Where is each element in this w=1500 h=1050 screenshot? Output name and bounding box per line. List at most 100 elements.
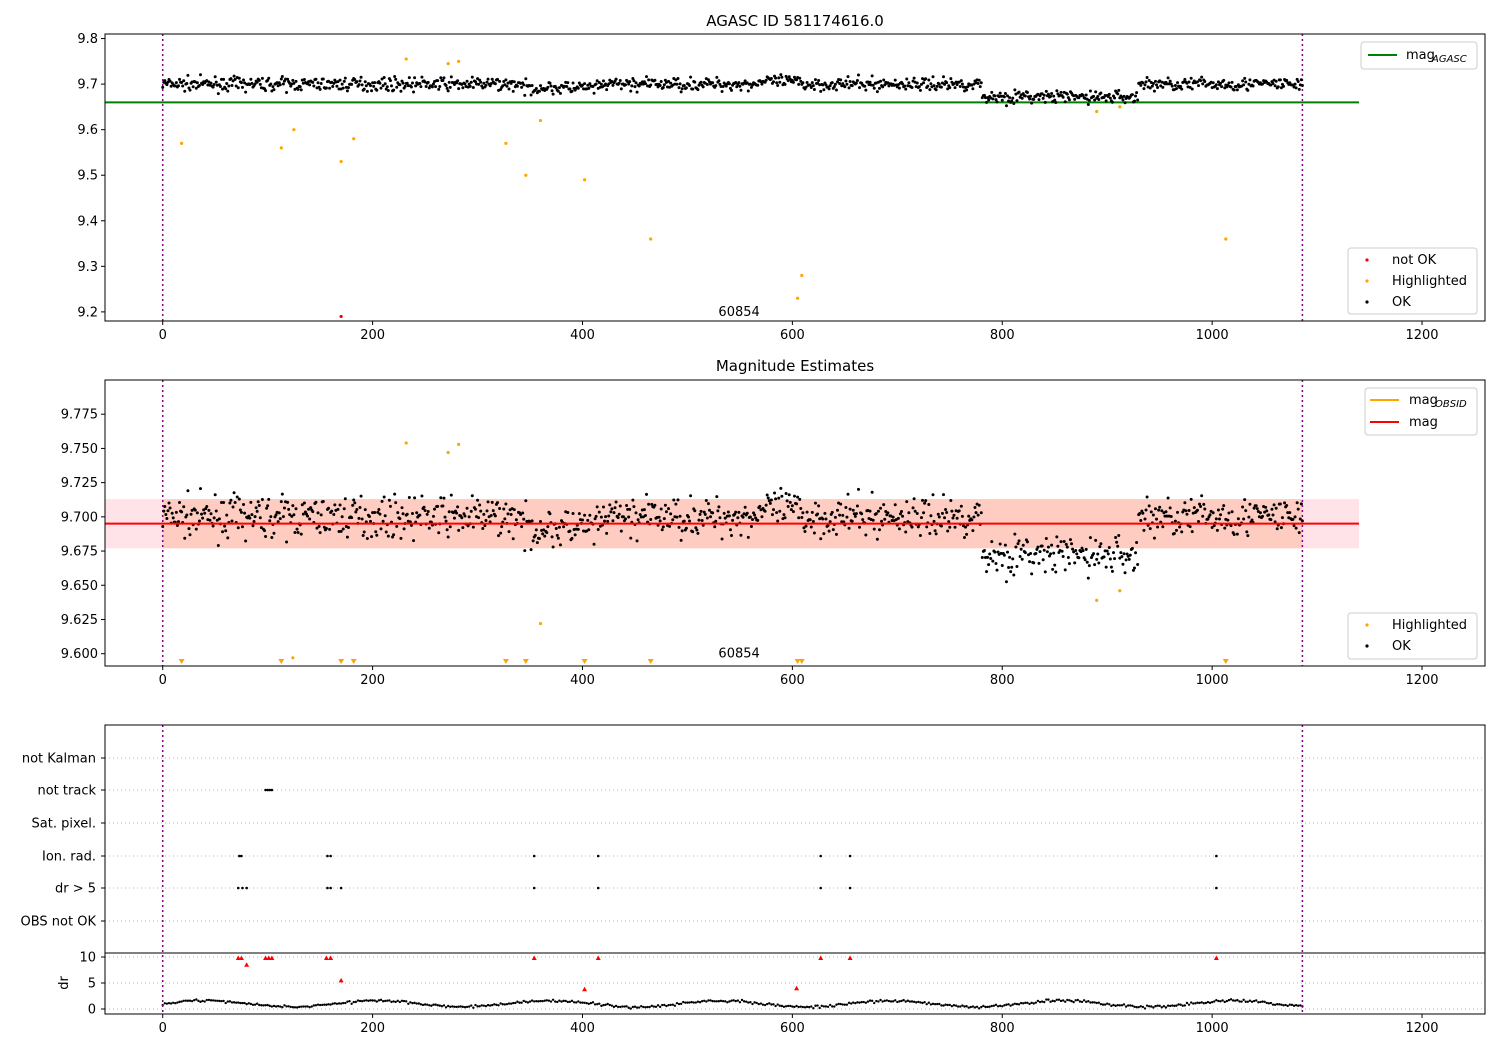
- ok-point: [1128, 553, 1132, 557]
- ok-point: [630, 84, 634, 88]
- ok-point: [738, 84, 742, 88]
- ok-point: [827, 87, 831, 91]
- ok-point: [1166, 496, 1170, 500]
- ok-point: [1016, 542, 1020, 546]
- ok-point: [511, 89, 515, 93]
- ok-point: [769, 77, 773, 81]
- dr-point: [661, 1003, 664, 1007]
- highlighted-point: [800, 273, 804, 278]
- ok-point: [1056, 544, 1060, 548]
- dr-point: [812, 1007, 815, 1010]
- dr-point: [860, 1000, 863, 1004]
- ok-point: [1222, 78, 1226, 82]
- x-tick-label: 1200: [1405, 673, 1438, 688]
- ok-point: [1028, 560, 1032, 564]
- ok-point: [373, 511, 377, 515]
- x-tick-label: 200: [360, 1021, 385, 1036]
- ok-point: [489, 513, 493, 517]
- ok-point: [934, 532, 938, 536]
- legend-label-ok: OK: [1392, 295, 1411, 310]
- ok-point: [254, 506, 258, 510]
- ok-point: [627, 82, 631, 86]
- dr-point: [1141, 1005, 1145, 1009]
- ok-point: [871, 83, 875, 87]
- ok-point: [780, 494, 784, 498]
- ok-point: [1043, 100, 1047, 104]
- ok-point: [1139, 519, 1143, 523]
- highlighted-point: [649, 237, 653, 241]
- ok-point: [457, 87, 461, 91]
- ok-point: [1135, 91, 1139, 95]
- ok-point: [549, 84, 553, 88]
- ok-point: [588, 82, 592, 86]
- ok-point: [631, 498, 635, 502]
- ok-point: [647, 502, 651, 506]
- ok-point: [875, 537, 879, 541]
- dr-point: [545, 999, 549, 1002]
- dr-point: [1227, 998, 1231, 1002]
- dr-point: [1028, 1002, 1031, 1006]
- ok-point: [860, 512, 864, 516]
- ok-point: [1273, 520, 1277, 524]
- ok-point: [342, 507, 346, 511]
- ok-point: [1121, 562, 1125, 566]
- ok-point: [1264, 505, 1268, 509]
- ok-point: [777, 496, 781, 500]
- ok-point: [451, 511, 455, 515]
- ok-point: [257, 503, 261, 507]
- dr-point: [1074, 999, 1077, 1002]
- ok-point: [703, 512, 707, 516]
- dr-point: [339, 1002, 343, 1005]
- dr-point: [988, 1005, 991, 1008]
- ok-point: [1040, 92, 1044, 96]
- ok-point: [990, 540, 994, 544]
- ok-point: [447, 80, 451, 84]
- dr-point: [266, 1003, 269, 1007]
- ok-point: [705, 83, 709, 87]
- ok-point: [218, 84, 222, 88]
- ok-point: [939, 85, 943, 89]
- dr-point: [751, 1002, 754, 1006]
- ok-point: [817, 504, 821, 508]
- dr-point: [453, 1005, 456, 1008]
- ok-point: [1017, 90, 1021, 94]
- dr-point: [971, 1005, 975, 1008]
- ok-point: [1134, 551, 1138, 555]
- ok-point: [1122, 94, 1126, 98]
- dr-point: [749, 1000, 752, 1004]
- x-tick-label: 600: [780, 328, 805, 343]
- ok-point: [706, 502, 710, 506]
- ok-point: [901, 82, 905, 86]
- ok-point: [932, 519, 936, 523]
- dr-point: [1009, 1004, 1012, 1007]
- dr-point: [201, 999, 204, 1003]
- ok-point: [1172, 531, 1176, 535]
- highlighted-point: [1095, 109, 1099, 114]
- ok-point: [1011, 557, 1015, 561]
- ok-point: [974, 511, 978, 515]
- dr-point: [791, 1005, 794, 1008]
- dr-point: [959, 1005, 962, 1008]
- ok-point: [481, 527, 485, 531]
- dr-point: [516, 1000, 519, 1003]
- ok-point: [420, 494, 424, 498]
- ok-point: [269, 515, 273, 519]
- dr-point: [247, 1002, 250, 1005]
- ok-point: [463, 514, 467, 518]
- ok-point: [946, 529, 950, 533]
- ok-point: [363, 508, 367, 512]
- ok-point: [638, 513, 642, 517]
- flag-row-label: Sat. pixel.: [32, 817, 96, 832]
- dr-point: [335, 1002, 339, 1005]
- ok-point: [621, 515, 625, 519]
- ok-point: [805, 510, 809, 514]
- ok-point: [597, 81, 601, 85]
- dr-point: [476, 1005, 479, 1008]
- ok-point: [717, 79, 721, 83]
- dr-point: [1095, 1001, 1098, 1005]
- ok-point: [166, 509, 170, 513]
- ok-point: [1015, 564, 1019, 568]
- ok-point: [328, 86, 332, 90]
- dr-point: [629, 1007, 632, 1010]
